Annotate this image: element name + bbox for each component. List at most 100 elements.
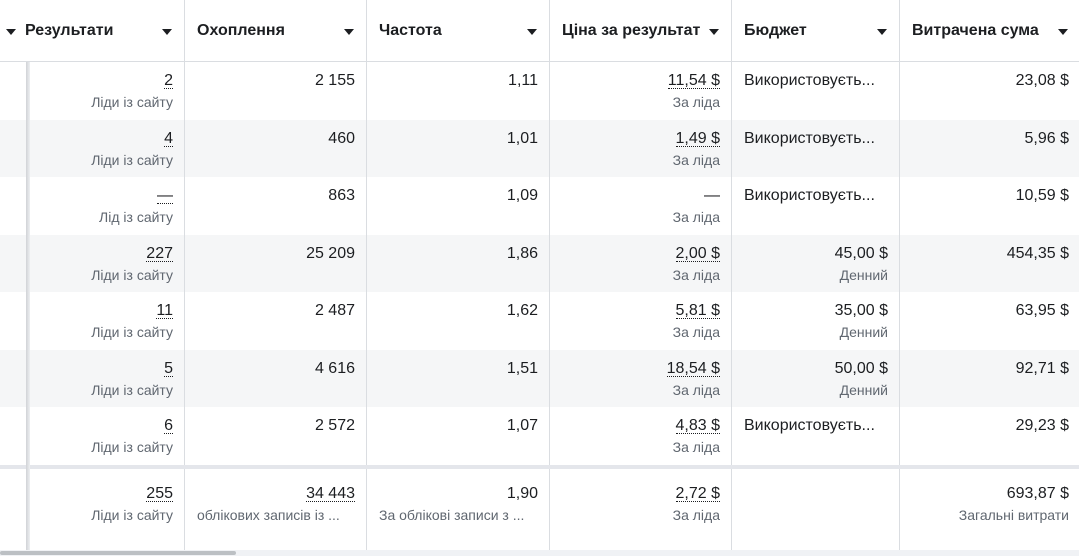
totals-spacer-cell: [0, 468, 29, 550]
reach-value: 4 616: [314, 359, 355, 377]
total-reach[interactable]: 34 443 облікових записів із ...: [185, 468, 367, 550]
total-result-label: Ліди із сайту: [91, 506, 173, 523]
cost-value[interactable]: 2,00 $: [675, 244, 720, 262]
cell-frequency: 1,09: [367, 177, 550, 235]
cost-value[interactable]: —: [704, 187, 720, 204]
total-cost-value[interactable]: 2,72 $: [675, 484, 720, 502]
column-header-budget[interactable]: Бюджет: [732, 0, 900, 62]
cost-value[interactable]: 1,49 $: [675, 129, 720, 147]
total-cost-per-result[interactable]: 2,72 $ За ліда: [550, 468, 732, 550]
cell-cost-per-result[interactable]: 5,81 $ За ліда: [550, 292, 732, 350]
cell-results[interactable]: 6 Ліди із сайту: [29, 407, 185, 465]
cell-cost-per-result[interactable]: 1,49 $ За ліда: [550, 119, 732, 177]
caret-down-icon[interactable]: [877, 28, 887, 35]
result-value[interactable]: 6: [164, 417, 173, 434]
result-type-label: Лід із сайту: [99, 209, 173, 225]
reach-value: 25 209: [306, 244, 355, 262]
caret-down-icon[interactable]: [162, 28, 172, 35]
frequency-value: 1,11: [508, 72, 538, 89]
caret-down-icon[interactable]: [344, 28, 354, 35]
column-header-cost-per-result[interactable]: Ціна за результат: [550, 0, 732, 62]
total-spent-label: Загальні витрати: [958, 506, 1069, 523]
result-type-label: Ліди із сайту: [91, 324, 173, 340]
cell-cost-per-result[interactable]: 2,00 $ За ліда: [550, 234, 732, 292]
cell-cost-per-result[interactable]: 4,83 $ За ліда: [550, 407, 732, 465]
column-header-prev[interactable]: [0, 0, 29, 62]
frequency-value: 1,09: [506, 187, 538, 204]
column-header-results[interactable]: Результати: [25, 0, 185, 62]
budget-value[interactable]: Використовуєть...: [744, 187, 875, 204]
cell-results[interactable]: — Лід із сайту: [29, 177, 185, 235]
cost-type-label: За ліда: [672, 266, 720, 283]
result-value[interactable]: —: [157, 187, 173, 204]
total-frequency: 1,90 За облікові записи з ...: [367, 468, 550, 550]
result-type-label: Ліди із сайту: [91, 151, 173, 168]
spent-value: 92,71 $: [1015, 359, 1069, 377]
cell-budget[interactable]: 35,00 $ Денний: [732, 292, 900, 350]
caret-down-icon[interactable]: [709, 28, 719, 35]
cell-frequency: 1,62: [367, 292, 550, 350]
cell-budget[interactable]: Використовуєть...: [732, 177, 900, 235]
result-value[interactable]: 11: [156, 302, 173, 319]
cost-value[interactable]: 18,54 $: [666, 359, 720, 377]
result-value[interactable]: 5: [164, 359, 173, 377]
cell-results[interactable]: 5 Ліди із сайту: [29, 349, 185, 407]
result-type-label: Ліди із сайту: [91, 439, 173, 455]
total-reach-value[interactable]: 34 443: [306, 484, 355, 502]
budget-value[interactable]: 45,00 $: [834, 244, 888, 262]
total-result-value[interactable]: 255: [146, 484, 173, 502]
spent-value: 454,35 $: [1006, 244, 1069, 262]
cell-budget[interactable]: 45,00 $ Денний: [732, 234, 900, 292]
cost-type-label: За ліда: [672, 324, 720, 340]
budget-type-label: Денний: [839, 381, 888, 398]
cell-budget[interactable]: Використовуєть...: [732, 407, 900, 465]
cell-frequency: 1,01: [367, 119, 550, 177]
cost-value[interactable]: 11,54 $: [667, 72, 720, 89]
cost-type-label: За ліда: [672, 381, 720, 398]
totals-separator: [185, 464, 367, 469]
cell-cost-per-result[interactable]: 18,54 $ За ліда: [550, 349, 732, 407]
budget-value[interactable]: 35,00 $: [834, 302, 888, 319]
result-value[interactable]: 227: [146, 244, 173, 262]
column-header-label: Бюджет: [744, 21, 807, 39]
cell-cost-per-result[interactable]: 11,54 $ За ліда: [550, 62, 732, 120]
cell-cost-per-result[interactable]: — За ліда: [550, 177, 732, 235]
horizontal-scrollbar[interactable]: [0, 550, 1079, 556]
cost-type-label: За ліда: [672, 439, 720, 455]
cell-results[interactable]: 2 Ліди із сайту: [29, 62, 185, 120]
frequency-value: 1,01: [506, 129, 538, 147]
scrollbar-thumb[interactable]: [0, 551, 236, 555]
column-header-reach[interactable]: Охоплення: [185, 0, 367, 62]
cell-budget[interactable]: Використовуєть...: [732, 119, 900, 177]
cell-budget[interactable]: Використовуєть...: [732, 62, 900, 120]
cell-budget[interactable]: 50,00 $ Денний: [732, 349, 900, 407]
spent-value: 10,59 $: [1015, 187, 1069, 204]
cost-value[interactable]: 5,81 $: [675, 302, 720, 319]
budget-value[interactable]: 50,00 $: [834, 359, 888, 377]
cell-reach: 2 572: [185, 407, 367, 465]
result-type-label: Ліди із сайту: [91, 266, 173, 283]
result-value[interactable]: 4: [164, 129, 173, 147]
totals-separator: [367, 464, 550, 469]
cost-type-label: За ліда: [672, 94, 720, 110]
budget-value[interactable]: Використовуєть...: [744, 72, 875, 89]
budget-value[interactable]: Використовуєть...: [744, 129, 875, 147]
caret-down-icon[interactable]: [1058, 28, 1068, 35]
total-results[interactable]: 255 Ліди із сайту: [29, 468, 185, 550]
cost-value[interactable]: 4,83 $: [675, 417, 720, 434]
row-spacer-cell: [0, 177, 29, 235]
caret-down-icon[interactable]: [527, 28, 537, 35]
row-spacer-cell: [0, 349, 29, 407]
cell-results[interactable]: 11 Ліди із сайту: [29, 292, 185, 350]
cell-reach: 460: [185, 119, 367, 177]
cell-results[interactable]: 227 Ліди із сайту: [29, 234, 185, 292]
budget-value[interactable]: Використовуєть...: [744, 417, 875, 434]
result-value[interactable]: 2: [164, 72, 173, 89]
reach-value: 460: [328, 129, 355, 147]
cell-frequency: 1,07: [367, 407, 550, 465]
column-header-amount-spent[interactable]: Витрачена сума: [900, 0, 1079, 62]
cell-results[interactable]: 4 Ліди із сайту: [29, 119, 185, 177]
column-header-frequency[interactable]: Частота: [367, 0, 550, 62]
caret-down-icon[interactable]: [6, 28, 16, 35]
